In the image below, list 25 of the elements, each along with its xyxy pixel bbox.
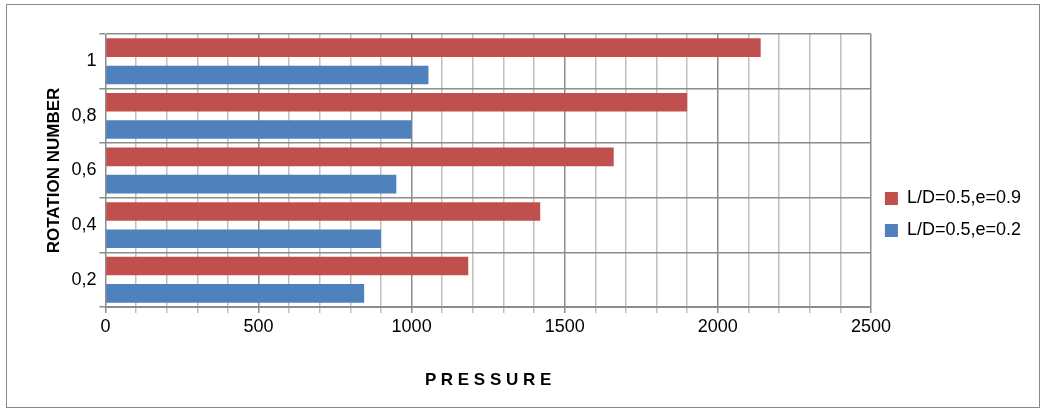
legend-label: L/D=0.5,e=0.2: [906, 219, 1021, 240]
y-tick-label: 0,2: [71, 268, 97, 289]
bar: [106, 202, 541, 221]
y-tick-label: 0,6: [71, 159, 97, 180]
y-tick-label: 1: [86, 50, 97, 71]
x-tick-label: 0: [100, 315, 111, 336]
x-axis-title: P R E S S U R E: [425, 370, 552, 390]
bar: [106, 92, 688, 112]
bar: [106, 174, 397, 194]
x-tick-label: 500: [243, 315, 274, 336]
bar: [106, 147, 614, 167]
x-tick-label: 1500: [544, 315, 585, 336]
x-tick-label: 1000: [391, 315, 432, 336]
bar: [106, 256, 469, 276]
x-tick-label: 2000: [697, 315, 738, 336]
bar: [106, 38, 761, 57]
y-axis-title: ROTATION NUMBER: [43, 87, 63, 254]
bar: [106, 229, 381, 249]
bar: [106, 120, 412, 139]
bar: [106, 65, 429, 85]
y-tick-label: 0,8: [71, 104, 97, 125]
legend-label: L/D=0.5,e=0.9: [906, 187, 1021, 208]
x-tick-label: 2500: [850, 315, 891, 336]
y-tick-label: 0,4: [71, 214, 97, 235]
bar: [106, 284, 365, 303]
